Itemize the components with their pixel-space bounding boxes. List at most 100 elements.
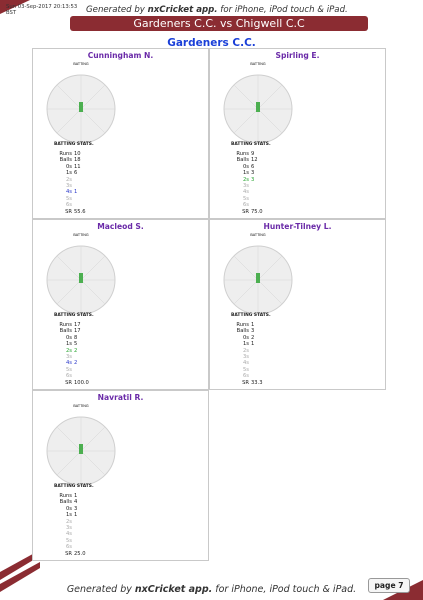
field-sector-line <box>257 279 283 305</box>
stat-row: 3s <box>231 183 263 189</box>
stat-value: 3 <box>251 170 255 177</box>
player-card: Spirling E. BATTING BATTING STATS. Runs 9 Bal… <box>209 48 386 219</box>
stat-row: 0s 3 <box>54 506 86 512</box>
field-sector-line <box>233 108 259 134</box>
stat-label: 6s <box>65 373 72 380</box>
wagon-wheel: BATTING <box>46 62 116 144</box>
stat-label: 1s <box>65 170 72 177</box>
stat-value: 17 <box>74 328 81 335</box>
wagon-wheel: BATTING <box>46 233 116 315</box>
pitch <box>79 273 83 283</box>
stat-label: 3s <box>242 353 249 360</box>
stat-value: 1 <box>251 341 255 348</box>
stat-label: SR <box>65 550 72 557</box>
field-sector-line <box>56 450 82 476</box>
stat-label: 1s <box>242 170 249 177</box>
stat-row: 3s <box>54 183 86 189</box>
stat-row: 5s <box>54 538 86 544</box>
stat-row: 1s 6 <box>54 170 86 176</box>
stat-value: 2 <box>74 360 78 367</box>
generated-by-footer: Generated by nxCricket app. for iPhone, … <box>66 583 357 595</box>
stat-label: 5s <box>65 195 72 202</box>
stat-row: SR 25.0 <box>54 550 86 557</box>
stats-title: BATTING STATS. <box>54 142 94 147</box>
stat-label: 4s <box>65 531 72 538</box>
field-sector-line <box>56 84 82 110</box>
wagon-wheel: BATTING <box>46 404 116 486</box>
stat-label: 3s <box>65 353 72 360</box>
player-name: Cunningham N. <box>87 51 154 60</box>
stat-value: 6 <box>251 163 255 170</box>
field-sector-line <box>257 108 283 134</box>
stat-row: Runs 10 <box>54 151 86 157</box>
footer: Generated by nxCricket app. for iPhone, … <box>0 582 423 596</box>
stats-title: BATTING STATS. <box>54 484 94 489</box>
stat-label: 4s <box>242 360 249 367</box>
stat-label: Runs <box>236 322 249 328</box>
stat-value: 25.0 <box>74 550 86 557</box>
stat-label: 5s <box>65 366 72 373</box>
stat-label: 4s <box>65 360 72 367</box>
stat-label: Runs <box>59 151 72 157</box>
stat-label: 5s <box>65 537 72 544</box>
stats-title: BATTING STATS. <box>54 313 94 318</box>
header-line: Sun 03-Sep-2017 20:13:53 BST Generated b… <box>6 3 417 16</box>
stat-label: 1s <box>242 341 249 348</box>
stat-row: Balls 18 <box>54 157 86 163</box>
stat-row: 2s <box>231 348 263 354</box>
stat-row: 1s 5 <box>54 341 89 347</box>
stat-value: 11 <box>74 163 81 170</box>
stat-label: Balls <box>236 157 249 164</box>
stat-label: 6s <box>242 373 249 380</box>
field-sector-line <box>80 426 106 452</box>
player-name: Spirling E. <box>275 51 320 60</box>
stat-value: 2 <box>251 334 255 341</box>
field-sector-line <box>80 450 106 476</box>
stats-title: BATTING STATS. <box>231 142 271 147</box>
player-name: Navratil R. <box>97 393 144 402</box>
stat-value: 3 <box>251 328 255 335</box>
stat-value: 33.3 <box>251 379 263 386</box>
stat-label: 0s <box>65 505 72 512</box>
page-number: page 7 <box>368 578 410 593</box>
stat-label: Runs <box>59 322 72 328</box>
field-sector-line <box>233 279 259 305</box>
player-card: Macleod S. BATTING BATTING STATS. Runs 17 Bal… <box>32 219 209 390</box>
stat-label: 0s <box>65 334 72 341</box>
batting-stats: Runs 1 Balls 3 0s 2 1s 1 2s 3s 4s 5s 6s SR 33.3 <box>231 322 263 386</box>
stat-label: 2s <box>65 347 72 354</box>
stat-row: 0s 8 <box>54 335 89 341</box>
stat-row: Runs 1 <box>54 493 86 499</box>
wagon-wheel: BATTING <box>223 62 293 144</box>
corner-stripe-top-left <box>0 0 60 22</box>
player-card: Navratil R. BATTING BATTING STATS. Runs 1 Bal… <box>32 390 209 561</box>
stat-row: 5s <box>231 196 263 202</box>
stat-value: 55.6 <box>74 208 86 215</box>
field-sector-line <box>233 255 259 281</box>
stat-row: 6s <box>54 202 86 208</box>
stat-label: Balls <box>59 499 72 506</box>
stat-row: SR 75.0 <box>231 208 262 215</box>
match-title: Gardeners C.C. vs Chigwell C.C <box>70 16 368 31</box>
stat-row: 2s <box>54 177 86 183</box>
stat-label: SR <box>242 208 249 215</box>
stat-row: Balls 4 <box>54 499 86 505</box>
stat-row: 3s <box>231 354 263 360</box>
stat-row: Runs 9 <box>231 151 263 157</box>
stat-value: 3 <box>74 505 78 512</box>
stat-label: 6s <box>65 202 72 209</box>
stat-value: 9 <box>251 151 255 157</box>
stat-value: 18 <box>74 157 81 164</box>
stat-row: 5s <box>54 196 86 202</box>
stat-label: Balls <box>236 328 249 335</box>
stat-row: Balls 3 <box>231 328 263 334</box>
timestamp: Sun 03-Sep-2017 20:13:53 BST <box>6 3 78 16</box>
stat-value: 1 <box>74 512 78 519</box>
player-name: Macleod S. <box>97 222 144 231</box>
batting-label: BATTING <box>73 404 89 408</box>
stat-label: SR <box>65 379 72 386</box>
pitch <box>79 102 83 112</box>
stat-value: 12 <box>251 157 258 164</box>
field-sector-line <box>80 255 106 281</box>
stat-row: SR 100.0 <box>54 380 89 386</box>
